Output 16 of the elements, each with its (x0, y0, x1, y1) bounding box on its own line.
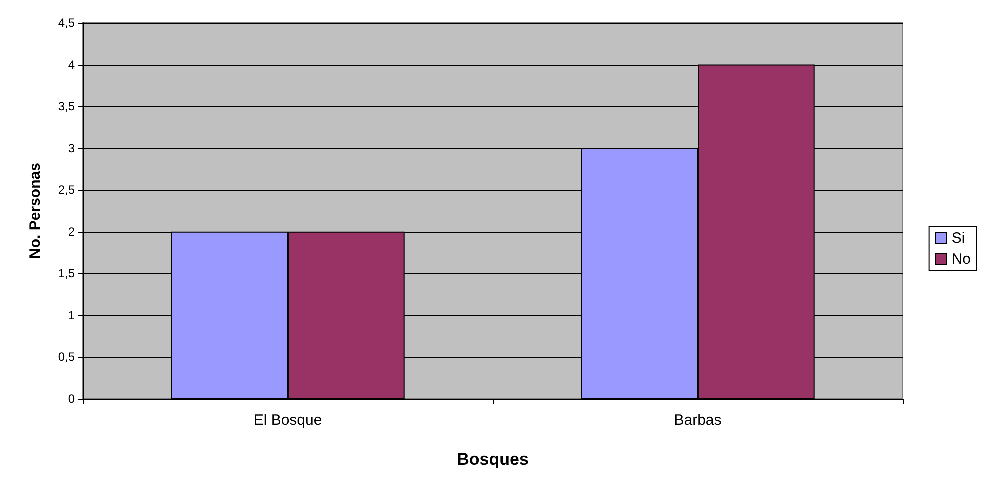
y-tick-label: 0 (68, 392, 76, 406)
x-tick-label: El Bosque (254, 412, 322, 429)
y-tick-label: 1 (68, 308, 76, 322)
x-axis-title: Bosques (457, 450, 529, 469)
y-tick-label: 4 (68, 58, 76, 72)
legend-label: Si (952, 230, 966, 247)
y-axis-title: No. Personas (27, 163, 44, 259)
y-tick-label: 3 (68, 141, 76, 156)
y-tick-label: 3,5 (58, 100, 76, 114)
y-tick-label: 4,5 (58, 16, 76, 30)
legend-label: No (952, 251, 972, 268)
y-tick-label: 1,5 (58, 266, 76, 281)
y-tick-label: 2 (68, 224, 76, 239)
y-tick-label: 2,5 (58, 183, 76, 198)
y-tick-label: 0,5 (58, 350, 76, 364)
x-tick-label: Barbas (674, 412, 722, 429)
